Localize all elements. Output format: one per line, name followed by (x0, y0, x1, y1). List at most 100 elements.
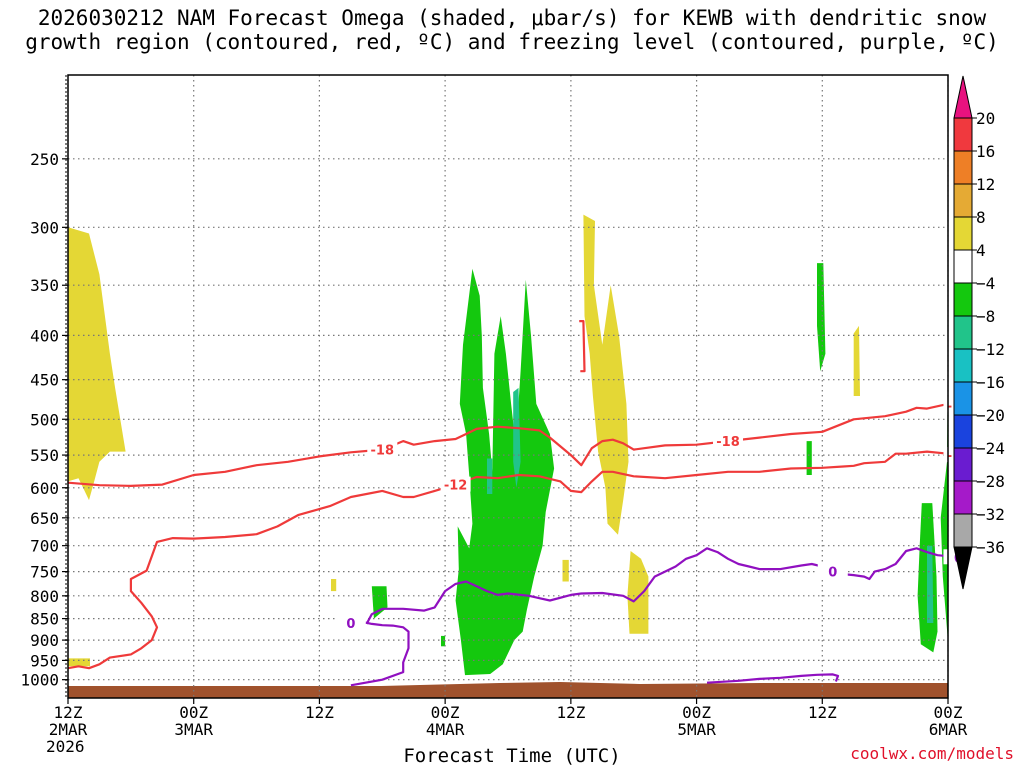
frz-line-1 (365, 547, 948, 625)
frz-line-2 (706, 673, 840, 684)
colorbar-label-8: −16 (976, 373, 1005, 392)
dgz-label-0-0: -18 (371, 444, 395, 459)
colorbar-label-7: −12 (976, 340, 1005, 359)
source-credit: coolwx.com/models (850, 744, 1014, 763)
omega-region-16 (927, 545, 934, 623)
x-axis-label: Forecast Time (UTC) (403, 745, 621, 767)
colorbar-band-10 (953, 414, 973, 449)
y-tick-500: 500 (30, 410, 59, 429)
frz-line-0 (350, 620, 410, 687)
omega-region-6 (331, 579, 337, 592)
frz-label-bg-0-0 (335, 615, 366, 631)
x-tick-36-line-0: 00Z (431, 703, 460, 722)
omega-shading (68, 214, 948, 676)
omega-region-11 (806, 441, 812, 475)
terrain-bar (68, 682, 948, 698)
y-tick-800: 800 (30, 587, 59, 606)
dgz-label-bg-0-1 (713, 433, 743, 449)
colorbar-band-8 (953, 348, 973, 383)
colorbar-label-2: 12 (976, 175, 995, 194)
y-tick-400: 400 (30, 326, 59, 345)
colorbar-band-6 (953, 282, 973, 317)
chart-title: 2026030212 NAM Forecast Omega (shaded, μ… (0, 6, 1024, 54)
x-tick-12-line-1: 3MAR (174, 720, 213, 739)
omega-region-10 (817, 263, 826, 372)
x-tick-24-line-0: 12Z (305, 703, 334, 722)
title-line-2: growth region (contoured, red, ºC) and f… (25, 30, 999, 54)
y-tick-300: 300 (30, 218, 59, 237)
colorbar-label-12: −32 (976, 505, 1005, 524)
omega-region-15 (487, 458, 493, 494)
colorbar-label-10: −24 (976, 439, 1005, 458)
dgz-line-2 (579, 320, 586, 373)
omega-region-0 (68, 227, 126, 501)
colorbar-band-13 (953, 513, 973, 548)
omega-region-3 (562, 559, 569, 582)
x-tick-0-line-0: 12Z (54, 703, 83, 722)
colorbar-label-1: 16 (976, 142, 995, 161)
dgz-label-1-0: -12 (444, 479, 468, 494)
x-tick-60-line-1: 5MAR (677, 720, 716, 739)
omega-region-5 (853, 325, 860, 396)
plot-frame (65, 74, 949, 699)
x-tick-12-line-0: 00Z (179, 703, 208, 722)
x-tick-60-line-0: 00Z (682, 703, 711, 722)
frz-label-0-0: 0 (346, 617, 355, 632)
colorbar-label-13: −36 (976, 538, 1005, 557)
colorbar-band-11 (953, 447, 973, 482)
omega-region-1 (68, 658, 90, 667)
colorbar: 20 16 12 8 4 −4 −8 −12 −16 −20 −24 −28 −32 −36 (953, 75, 1005, 590)
x-tick-0-line-1: 2MAR (49, 720, 88, 739)
y-tick-950: 950 (30, 651, 59, 670)
y-tick-1000: 1000 (20, 671, 59, 690)
y-tick-850: 850 (30, 610, 59, 629)
omega-region-7 (455, 268, 555, 676)
dgz-line-1 (68, 450, 948, 670)
y-tick-900: 900 (30, 631, 59, 650)
colorbar-band-4 (953, 216, 973, 251)
dgz-label-bg-1-0 (440, 476, 471, 492)
grid-lines (67, 75, 949, 698)
y-tick-700: 700 (30, 537, 59, 556)
omega-region-8 (371, 586, 388, 619)
omega-region-4 (627, 551, 649, 634)
x-tick-0-line-2: 2026 (46, 737, 85, 756)
colorbar-label-0: 20 (976, 109, 995, 128)
terrain-top (68, 682, 948, 698)
y-tick-250: 250 (30, 150, 59, 169)
omega-region-14 (513, 387, 521, 488)
frz-label-bg-1-0 (817, 563, 848, 579)
x-tick-84-line-1: 6MAR (929, 720, 968, 739)
y-tick-550: 550 (30, 446, 59, 465)
colorbar-label-11: −28 (976, 472, 1005, 491)
dgz-label-0-1: -18 (716, 435, 740, 450)
colorbar-top-arrow (953, 75, 973, 119)
omega-region-9 (441, 635, 446, 647)
y-tick-600: 600 (30, 479, 59, 498)
colorbar-band-2 (953, 150, 973, 185)
colorbar-band-9 (953, 381, 973, 416)
colorbar-band-7 (953, 315, 973, 350)
colorbar-band-5 (953, 249, 973, 284)
colorbar-band-1 (953, 117, 973, 152)
omega-region-12 (940, 353, 948, 643)
colorbar-bottom-arrow (953, 546, 973, 590)
y-tick-750: 750 (30, 563, 59, 582)
dgz-label-bg-0-0 (367, 441, 398, 457)
x-tick-36-line-1: 4MAR (426, 720, 465, 739)
colorbar-label-3: 8 (976, 208, 986, 227)
x-tick-84-line-0: 00Z (934, 703, 963, 722)
colorbar-band-3 (953, 183, 973, 218)
frz-label-1-0: 0 (828, 566, 837, 581)
colorbar-label-5: −4 (976, 274, 995, 293)
y-tick-labels: 250 300 350 400 450 500 550 600 650 700 750 800 850 9… (20, 150, 68, 690)
colorbar-label-9: −20 (976, 406, 1005, 425)
title-line-1: 2026030212 NAM Forecast Omega (shaded, μ… (37, 6, 987, 30)
dgz-line-0 (68, 402, 948, 487)
freezing-level-contours: 000 (335, 547, 974, 687)
plot-border (67, 74, 949, 699)
x-tick-72-line-0: 12Z (808, 703, 837, 722)
colorbar-band-12 (953, 480, 973, 515)
omega-region-2 (583, 214, 629, 535)
